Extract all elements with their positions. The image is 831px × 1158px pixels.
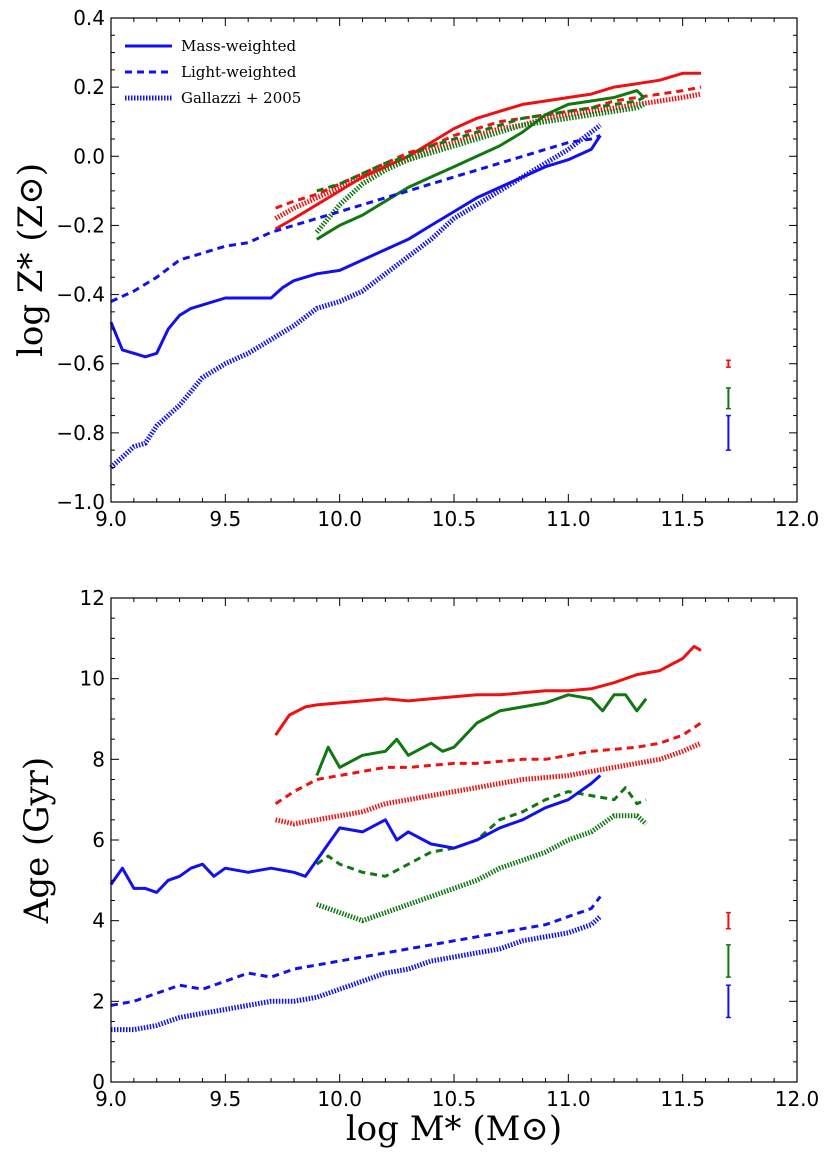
age-errorbar-green	[725, 944, 731, 978]
age-panel: 9.0 9.5 10.0 10.5 11.0 11.5 12.0 0 2 4 6 8 10 12 Age …	[17, 586, 819, 1149]
metallicity-x-tick-label: 11.0	[546, 507, 591, 531]
age-y-tick-label: 8	[92, 747, 105, 771]
legend-label-mass-weighted: Mass-weighted	[181, 37, 296, 55]
metallicity-y-tick-label: 0.4	[73, 6, 105, 30]
age-y-tick-label: 6	[92, 828, 105, 852]
age-y-tick-label: 0	[92, 1070, 105, 1094]
age-series-red-solid	[274, 644, 702, 736]
metallicity-y-tick-label: 0.0	[73, 144, 105, 168]
age-y-tick-label: 10	[80, 667, 105, 691]
age-x-tick-label: 11.0	[546, 1087, 591, 1111]
age-x-tick-label: 11.5	[660, 1087, 705, 1111]
age-x-tick-label: 9.0	[95, 1087, 127, 1111]
metallicity-x-tick-label: 10.0	[317, 507, 362, 531]
metallicity-panel: 9.0 9.5 10.0 10.5 11.0 11.5 12.0 −1.0 −0.8 −0.6 −0…	[11, 6, 819, 531]
age-x-tick-label: 12.0	[775, 1087, 820, 1111]
metallicity-y-tick-label: −0.2	[56, 213, 105, 237]
metallicity-errorbar-blue	[725, 414, 731, 451]
metallicity-x-tick-label: 11.5	[660, 507, 705, 531]
metallicity-y-tick-label: −1.0	[56, 490, 105, 514]
metallicity-series-green-solid	[316, 89, 645, 241]
age-y-tick-label: 4	[92, 909, 105, 933]
age-series-green-dotted	[315, 813, 648, 924]
legend-label-gallazzi: Gallazzi + 2005	[181, 89, 301, 107]
metallicity-errorbar-green	[725, 387, 731, 410]
age-series-red-dotted	[275, 740, 703, 827]
metallicity-series-blue-dashed	[110, 134, 601, 303]
age-y-axis-title: Age (Gyr)	[17, 757, 57, 924]
metallicity-y-tick-label: −0.6	[56, 352, 105, 376]
age-x-tick-label: 10.5	[432, 1087, 477, 1111]
metallicity-x-tick-label: 9.0	[95, 507, 127, 531]
age-series-blue-solid	[109, 774, 602, 894]
age-x-tick-label: 10.0	[317, 1087, 362, 1111]
metallicity-series-red-solid	[274, 71, 701, 231]
metallicity-series-blue-dotted	[109, 123, 602, 470]
age-series-green-dashed	[315, 786, 647, 878]
metallicity-series-green-dotted	[314, 102, 645, 234]
age-series-blue-dotted	[111, 914, 602, 1033]
age-y-tick-label: 2	[92, 989, 105, 1013]
metallicity-y-tick-label: −0.4	[56, 283, 105, 307]
metallicity-series-blue-solid	[109, 134, 602, 359]
metallicity-y-tick-label: 0.2	[73, 75, 105, 99]
metallicity-y-tick-label: −0.8	[56, 421, 105, 445]
metallicity-errorbar-red	[725, 359, 731, 368]
legend-label-light-weighted: Light-weighted	[181, 63, 297, 81]
metallicity-series-red-dotted	[274, 91, 702, 221]
metallicity-x-tick-label: 9.5	[209, 507, 241, 531]
legend: Mass-weighted Light-weighted Gallazzi + …	[125, 37, 301, 107]
metallicity-series-green-dashed	[316, 96, 645, 193]
age-y-tick-label: 12	[80, 586, 105, 610]
metallicity-x-tick-label: 12.0	[775, 507, 820, 531]
age-errorbar-red	[725, 911, 731, 930]
age-series-blue-dashed	[110, 895, 602, 1007]
metallicity-y-axis-title: log Z* (Z⊙)	[11, 163, 51, 357]
age-x-tick-label: 9.5	[209, 1087, 241, 1111]
age-errorbar-blue	[725, 984, 731, 1019]
metallicity-x-tick-label: 10.5	[432, 507, 477, 531]
age-x-axis-title: log M* (M⊙)	[346, 1109, 562, 1149]
age-series-red-dashed	[274, 721, 702, 805]
age-series-green-solid	[315, 693, 648, 777]
